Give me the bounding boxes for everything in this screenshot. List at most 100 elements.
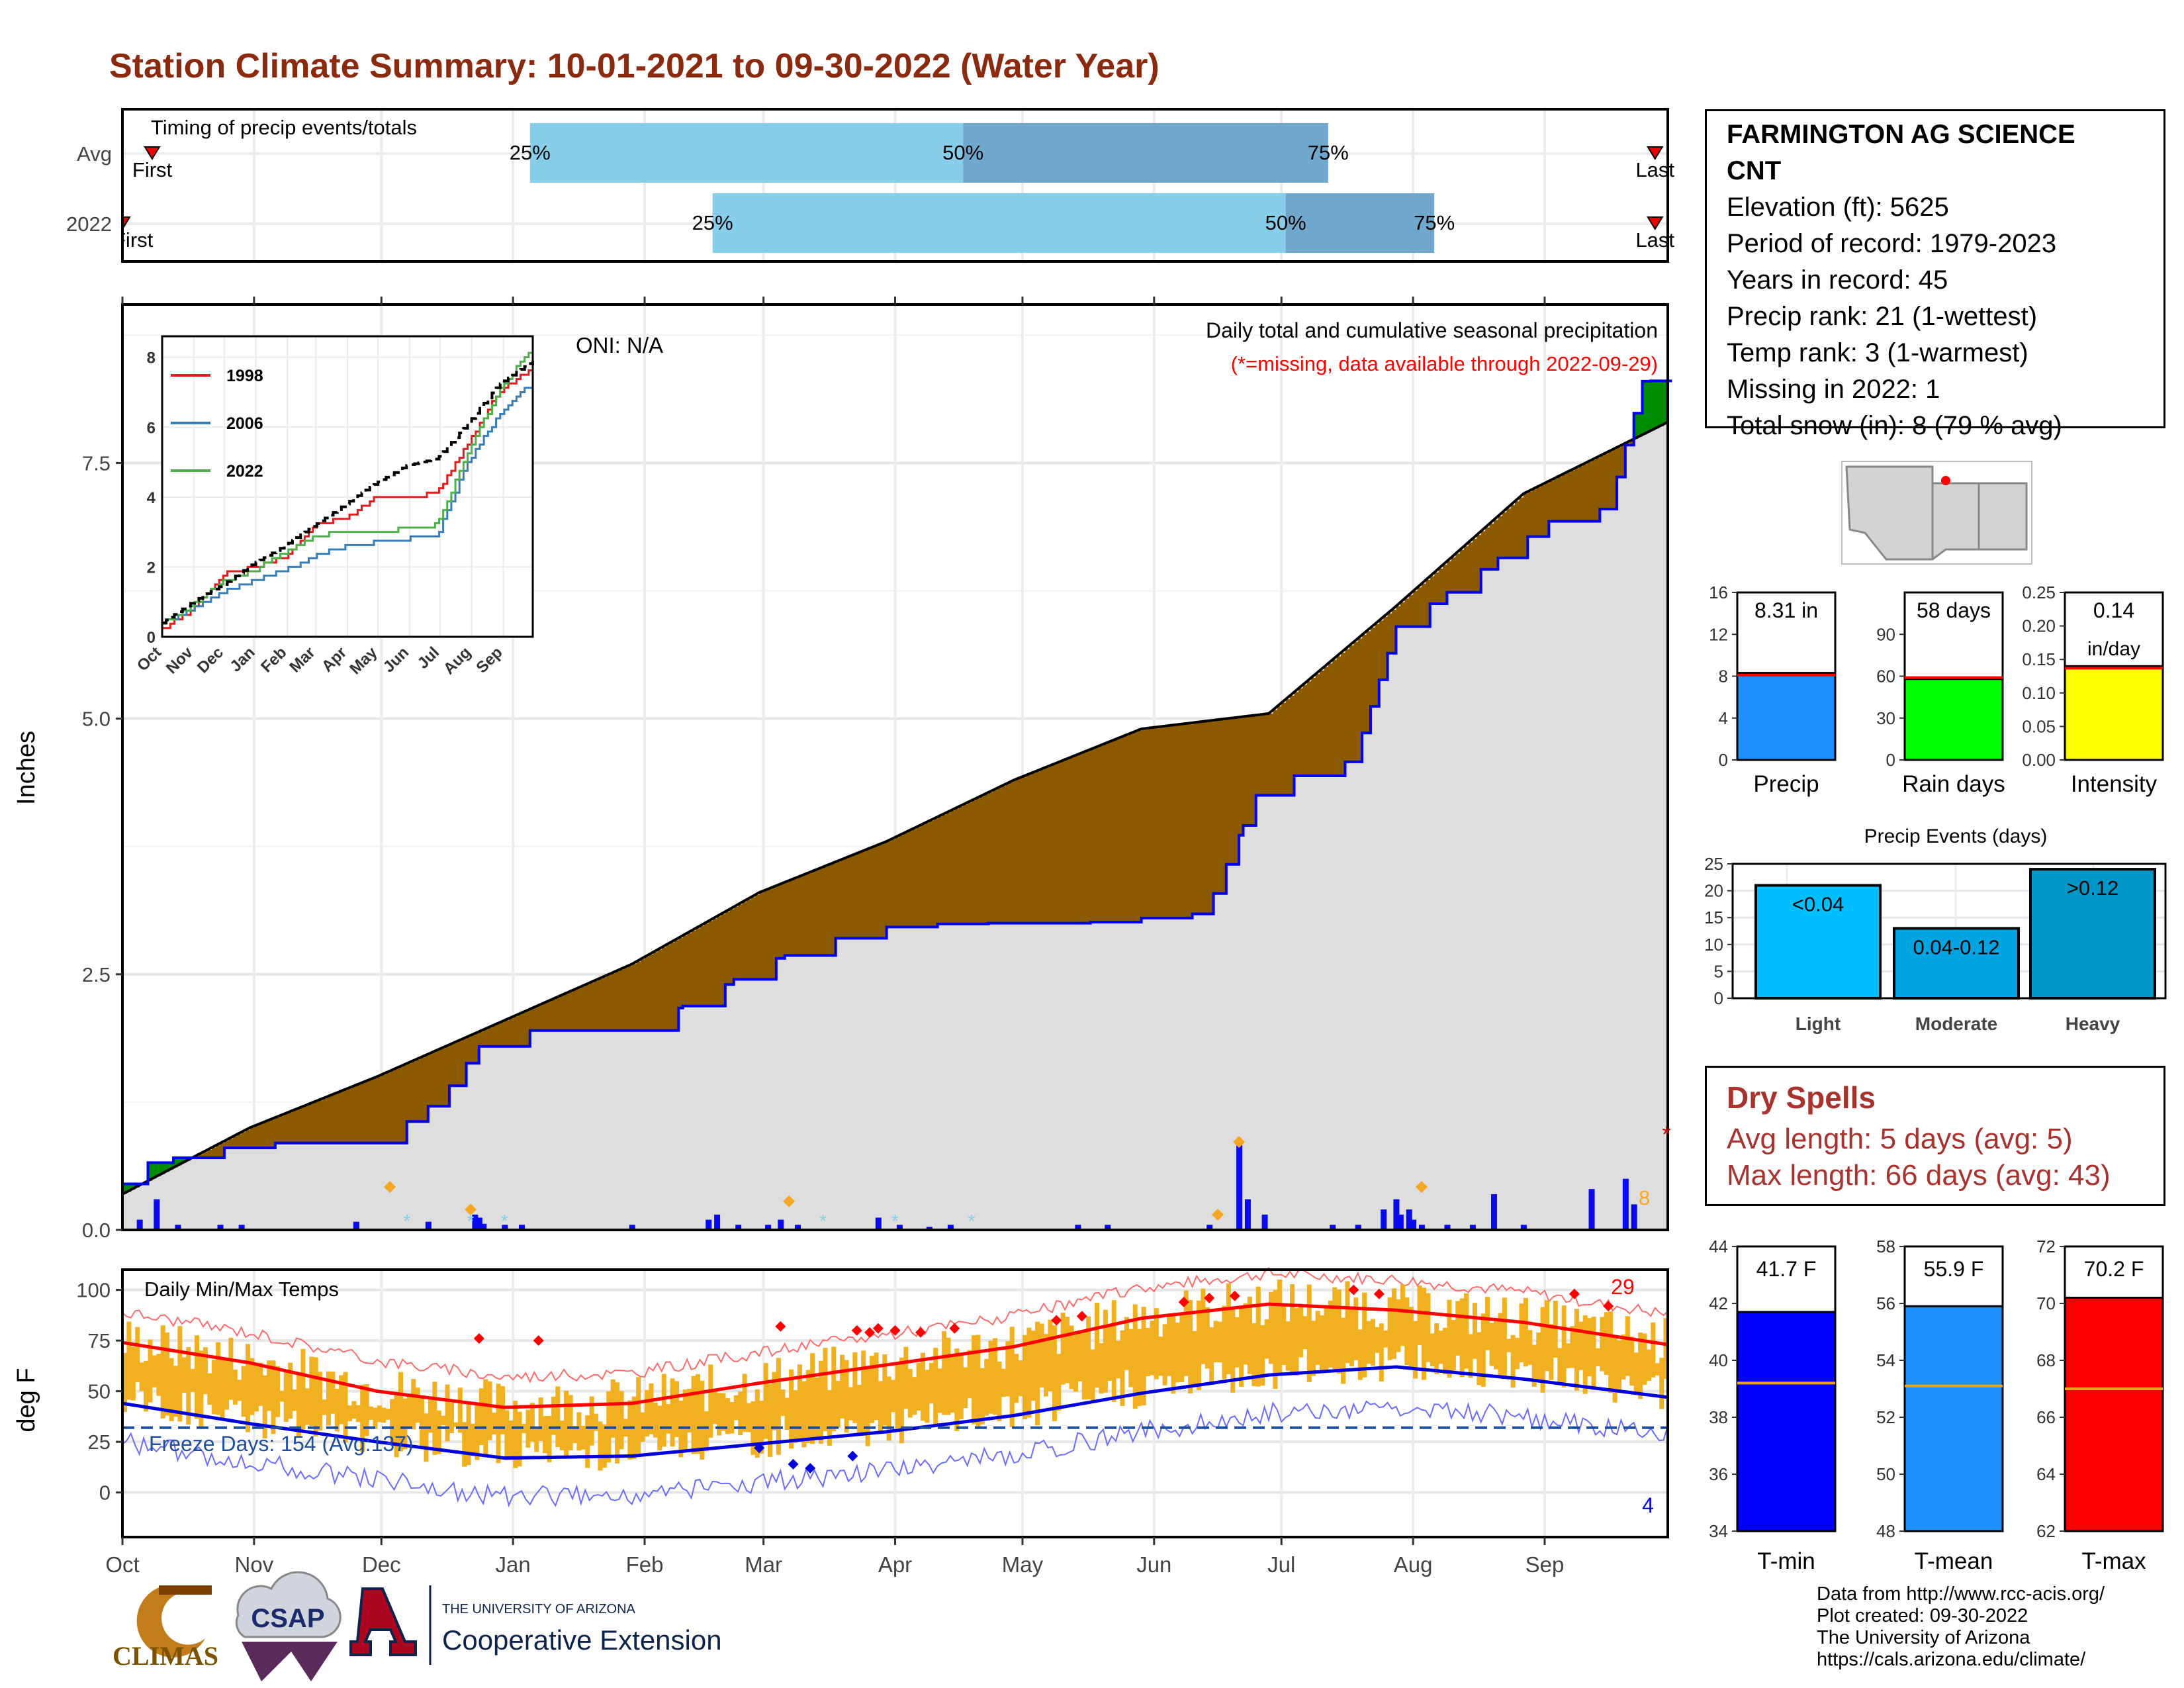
daily-temp-bar bbox=[1124, 1317, 1129, 1370]
inset-xtick-label: Dec bbox=[194, 643, 227, 677]
daily-temp-bar bbox=[1531, 1344, 1537, 1387]
daily-temp-bar bbox=[1192, 1331, 1197, 1385]
daily-temp-bar bbox=[508, 1420, 514, 1460]
daily-temp-bar bbox=[997, 1361, 1002, 1421]
snow-flake: * bbox=[819, 1211, 827, 1231]
daily-temp-bar bbox=[160, 1325, 165, 1419]
credits-line1: Data from http://www.rcc-acis.org/ bbox=[1817, 1583, 2105, 1605]
daily-temp-bar bbox=[1005, 1340, 1011, 1397]
station-missing: Missing in 2022: 1 bbox=[1727, 375, 1940, 404]
daily-temp-bar bbox=[364, 1384, 369, 1436]
summary-ytick-label: 16 bbox=[1709, 583, 1728, 602]
daily-temp-bar bbox=[487, 1381, 492, 1440]
daily-temp-bar bbox=[1273, 1289, 1278, 1389]
daily-temp-bar bbox=[1328, 1300, 1333, 1368]
daily-temp-bar bbox=[835, 1380, 841, 1428]
daily-temp-bar bbox=[827, 1390, 832, 1446]
daily-temp-bar bbox=[576, 1412, 582, 1451]
daily-temp-bar bbox=[1175, 1323, 1180, 1383]
record-high-marker bbox=[1569, 1288, 1580, 1299]
daily-temp-bar bbox=[1587, 1318, 1592, 1377]
daily-temp-bar bbox=[1103, 1309, 1108, 1393]
daily-temp-bar bbox=[1489, 1323, 1494, 1366]
daily-temp-bar bbox=[1141, 1307, 1146, 1405]
record-high-marker bbox=[533, 1335, 544, 1346]
daily-temp-bar bbox=[1608, 1311, 1614, 1393]
daily-temp-bar bbox=[471, 1423, 476, 1456]
daily-temp-bar bbox=[1349, 1307, 1354, 1367]
daily-temp-bar bbox=[1060, 1313, 1066, 1385]
daily-temp-bar bbox=[1018, 1360, 1023, 1397]
daily-temp-bar bbox=[334, 1388, 340, 1432]
cumulative-2022-line bbox=[122, 379, 1672, 1186]
inset-ytick-label: 6 bbox=[147, 419, 156, 437]
daily-temp-bar bbox=[572, 1425, 577, 1444]
tbar-label-T-mean: T-mean bbox=[1915, 1548, 1993, 1574]
daily-temp-bar bbox=[1315, 1311, 1320, 1365]
inset-xtick-label: Feb bbox=[257, 643, 290, 676]
temp-ytick-label: 75 bbox=[88, 1329, 111, 1352]
daily-temp-bar bbox=[1493, 1320, 1499, 1370]
record-high-marker bbox=[949, 1323, 960, 1334]
daily-temp-bar bbox=[1234, 1317, 1240, 1368]
summary-ytick-label: 0 bbox=[1719, 750, 1728, 770]
record-max-line bbox=[122, 1267, 1668, 1383]
daily-temp-bar bbox=[1107, 1324, 1113, 1382]
climas-logo-text: CLIMAS bbox=[113, 1641, 218, 1671]
daily-temp-bar bbox=[483, 1379, 488, 1458]
daily-temp-bar bbox=[1311, 1321, 1316, 1376]
dry-spells-max: Max length: 66 days (avg: 43) bbox=[1727, 1159, 2111, 1192]
daily-temp-bar bbox=[1260, 1325, 1265, 1386]
daily-temp-bar bbox=[1566, 1343, 1571, 1368]
timing-q50-label: 50% bbox=[1265, 211, 1306, 234]
record-low-marker bbox=[847, 1450, 858, 1462]
daily-temp-bar bbox=[619, 1391, 624, 1450]
timing-last-marker bbox=[1646, 146, 1664, 160]
cumulative-average-fill bbox=[122, 422, 1668, 1230]
record-high-marker bbox=[864, 1327, 876, 1338]
daily-temp-bar bbox=[1604, 1312, 1609, 1375]
daily-temp-bar bbox=[746, 1403, 751, 1432]
events-ytick-label: 10 bbox=[1704, 935, 1723, 955]
daily-temp-bar bbox=[313, 1357, 318, 1436]
timing-last-marker bbox=[1646, 216, 1664, 230]
daily-temp-bar bbox=[369, 1406, 374, 1421]
station-snow: Total snow (in): 8 (79 % avg) bbox=[1727, 411, 2062, 440]
daily-temp-bar bbox=[1014, 1354, 1019, 1403]
daily-precip-bar bbox=[1105, 1225, 1111, 1230]
events-ytick-label: 20 bbox=[1704, 881, 1723, 901]
daily-temp-bar bbox=[687, 1388, 692, 1432]
station-precip-rank: Precip rank: 21 (1-wettest) bbox=[1727, 302, 2038, 331]
daily-temp-bar bbox=[195, 1335, 200, 1419]
events-category-Moderate: Moderate bbox=[1915, 1013, 1997, 1034]
daily-temp-bar bbox=[882, 1354, 887, 1426]
events-ytick-label: 15 bbox=[1704, 908, 1723, 927]
tbar-label-T-max: T-max bbox=[2081, 1548, 2146, 1574]
daily-precip-bar bbox=[875, 1217, 882, 1230]
avg-min-line bbox=[122, 1365, 1668, 1460]
daily-temp-bar bbox=[296, 1374, 302, 1438]
daily-temp-bar bbox=[916, 1362, 921, 1411]
daily-precip-bar bbox=[1355, 1225, 1361, 1230]
inset-xtick-label: Oct bbox=[134, 643, 165, 675]
daily-temp-bar bbox=[1498, 1313, 1503, 1378]
daily-precip-bar bbox=[480, 1223, 487, 1230]
daily-temp-bar bbox=[1213, 1321, 1218, 1362]
daily-temp-bar bbox=[241, 1366, 246, 1417]
snow-flake: * bbox=[968, 1211, 976, 1231]
daily-temp-bar bbox=[742, 1374, 747, 1432]
daily-temp-bar bbox=[954, 1348, 960, 1432]
daily-temp-bar bbox=[475, 1404, 480, 1460]
daily-temp-bar bbox=[1379, 1323, 1384, 1382]
temp-xtick-label: Sep bbox=[1525, 1552, 1565, 1577]
timing-bar-q2 bbox=[1285, 193, 1435, 253]
daily-temp-bar bbox=[304, 1388, 310, 1425]
daily-temp-bar bbox=[1617, 1340, 1622, 1391]
inset-frame bbox=[161, 335, 534, 638]
daily-temp-bar bbox=[942, 1331, 947, 1415]
daily-temp-bar bbox=[1306, 1284, 1312, 1382]
record-low-marker bbox=[788, 1458, 799, 1470]
freeze-days-label: Freeze Days: 154 (Avg:137) bbox=[149, 1432, 414, 1456]
record-high-marker bbox=[1204, 1292, 1215, 1303]
